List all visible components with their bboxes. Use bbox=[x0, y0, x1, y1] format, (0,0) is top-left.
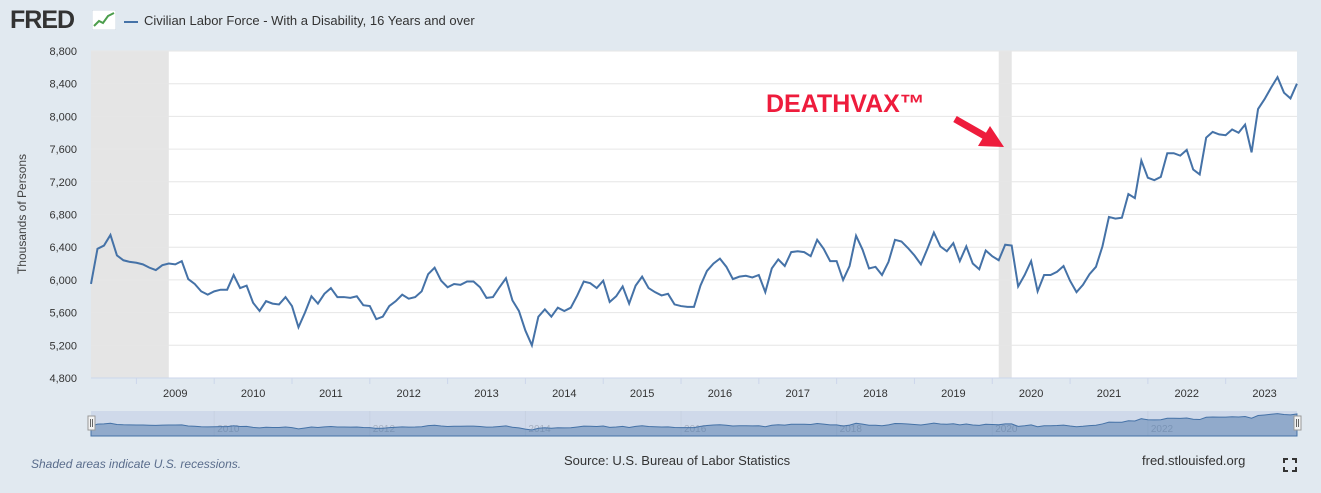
navigator-right-handle[interactable] bbox=[1293, 415, 1302, 431]
x-tick-label: 2013 bbox=[474, 388, 498, 400]
x-tick-label: 2016 bbox=[708, 388, 732, 400]
navigator-series bbox=[90, 413, 1298, 437]
x-tick-label: 2018 bbox=[863, 388, 887, 400]
y-tick-label: 8,000 bbox=[49, 111, 77, 123]
chart-header: FRED Civilian Labor Force - With a Disab… bbox=[0, 0, 1321, 44]
fred-url-link[interactable]: fred.stlouisfed.org bbox=[1142, 453, 1246, 468]
y-tick-label: 6,800 bbox=[49, 210, 77, 222]
legend-series-swatch bbox=[124, 21, 138, 23]
fullscreen-icon[interactable] bbox=[1283, 458, 1297, 472]
x-tick-label: 2017 bbox=[785, 388, 809, 400]
y-axis: 4,800 5,200 5,600 6,000 6,400 6,800 7,200 7,600… bbox=[49, 46, 77, 385]
y-tick-label: 5,200 bbox=[49, 340, 77, 352]
x-tick-label: 2019 bbox=[941, 388, 965, 400]
series-line[interactable] bbox=[90, 74, 1298, 349]
navigator-selection[interactable] bbox=[91, 411, 1297, 436]
y-tick-label: 7,600 bbox=[49, 144, 77, 156]
y-tick-label: 8,400 bbox=[49, 79, 77, 91]
x-tick-label: 2021 bbox=[1097, 388, 1121, 400]
x-tick-label: 2020 bbox=[1019, 388, 1043, 400]
x-tick-label: 2014 bbox=[552, 388, 576, 400]
x-tick-label: 2010 bbox=[241, 388, 265, 400]
x-tick-label: 2015 bbox=[630, 388, 654, 400]
y-tick-label: 5,600 bbox=[49, 308, 77, 320]
legend-series-title[interactable]: Civilian Labor Force - With a Disability… bbox=[144, 13, 475, 28]
annotation-arrow bbox=[953, 115, 1004, 147]
fred-logo[interactable]: FRED bbox=[10, 6, 75, 34]
x-tick-label: 2009 bbox=[163, 388, 187, 400]
gridlines bbox=[91, 50, 1297, 379]
recession-note: Shaded areas indicate U.S. recessions. bbox=[31, 457, 242, 471]
y-tick-label: 4,800 bbox=[49, 373, 77, 385]
x-tick-label: 2023 bbox=[1252, 388, 1276, 400]
x-tick-label: 2022 bbox=[1175, 388, 1199, 400]
y-tick-label: 6,000 bbox=[49, 275, 77, 287]
y-tick-label: 7,200 bbox=[49, 177, 77, 189]
navigator-left-handle[interactable] bbox=[87, 415, 96, 431]
x-tick-label: 2012 bbox=[396, 388, 420, 400]
y-tick-label: 8,800 bbox=[49, 46, 77, 58]
source-text: Source: U.S. Bureau of Labor Statistics bbox=[564, 453, 791, 468]
x-axis: 2009 2010 2011 2012 2013 2014 2015 2016 2017 2018… bbox=[91, 377, 1297, 400]
fred-logo-chart-icon bbox=[92, 10, 116, 30]
y-tick-label: 6,400 bbox=[49, 242, 77, 254]
x-tick-label: 2011 bbox=[319, 388, 343, 400]
deathvax-annotation: DEATHVAX™ bbox=[766, 90, 925, 118]
y-axis-label: Thousands of Persons bbox=[15, 154, 29, 274]
